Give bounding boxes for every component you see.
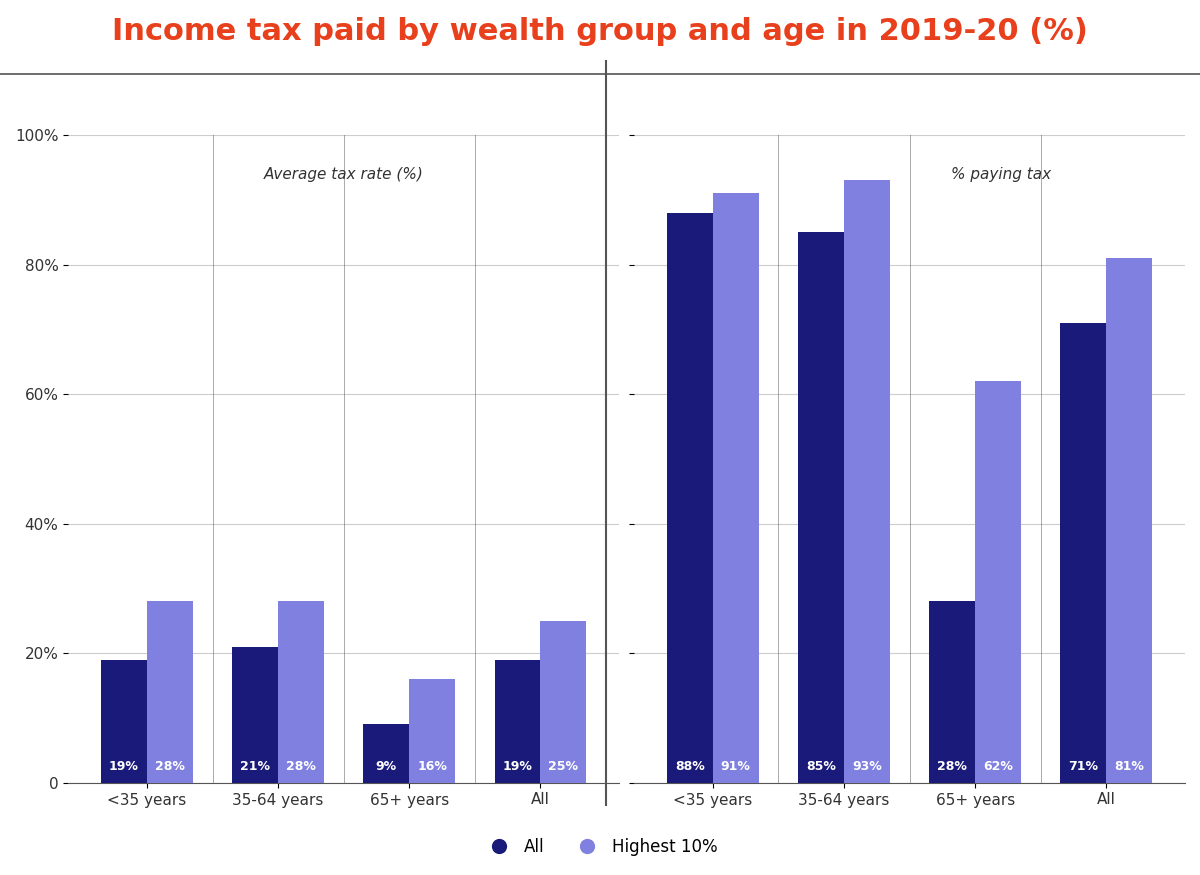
Text: 21%: 21% [240,760,270,773]
Text: 28%: 28% [155,760,185,773]
Text: 19%: 19% [503,760,533,773]
Text: 9%: 9% [376,760,397,773]
Text: Average tax rate (%): Average tax rate (%) [264,167,424,182]
Text: 91%: 91% [721,760,751,773]
Bar [929,601,976,783]
Bar [1061,323,1106,783]
Bar [409,679,455,783]
Bar [844,180,890,783]
Text: 71%: 71% [1068,760,1098,773]
Bar [494,660,540,783]
Bar [1106,258,1152,783]
Text: 28%: 28% [286,760,316,773]
Bar [976,382,1021,783]
Text: 25%: 25% [548,760,578,773]
Bar [667,213,713,783]
Text: 19%: 19% [109,760,139,773]
Bar [540,621,587,783]
Bar [278,601,324,783]
Bar [101,660,146,783]
Text: % paying tax: % paying tax [952,167,1051,182]
Bar [146,601,193,783]
Bar [232,647,278,783]
Text: 16%: 16% [418,760,448,773]
Bar [713,193,758,783]
Bar [364,724,409,783]
Text: 28%: 28% [937,760,967,773]
Text: 62%: 62% [983,760,1013,773]
Legend: All, Highest 10%: All, Highest 10% [476,831,724,862]
Text: 88%: 88% [674,760,704,773]
Bar [798,232,844,783]
Text: 85%: 85% [806,760,836,773]
Text: 81%: 81% [1115,760,1144,773]
Text: Income tax paid by wealth group and age in 2019-20 (%): Income tax paid by wealth group and age … [112,18,1088,46]
Text: 93%: 93% [852,760,882,773]
